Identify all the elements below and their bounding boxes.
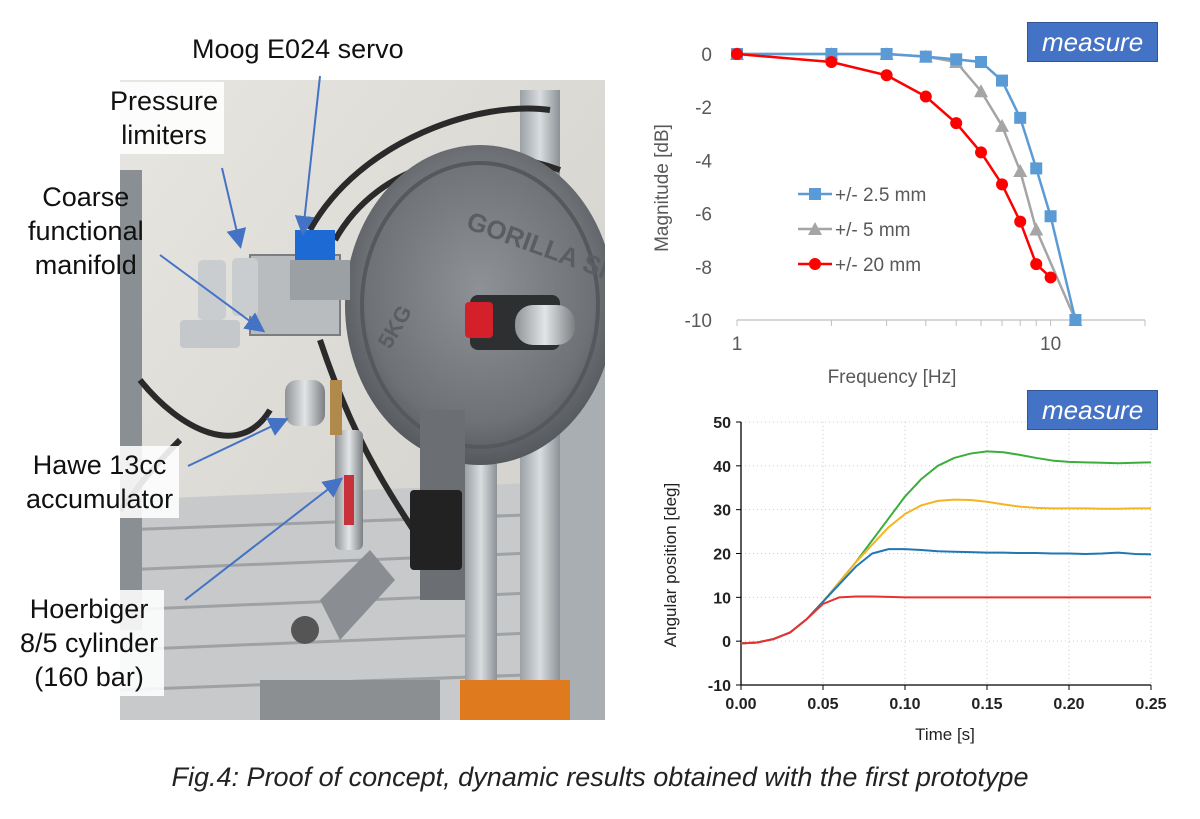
- chart1-point-triangle: [1029, 222, 1044, 236]
- chart1-point-circle: [1030, 258, 1043, 271]
- chart1-legend-marker: [809, 258, 821, 270]
- chart1-point-square: [1044, 210, 1057, 223]
- chart2-x-tick-label: 0.15: [971, 696, 1002, 713]
- chart1-point-circle: [825, 55, 838, 68]
- chart1-point-triangle: [995, 118, 1010, 132]
- chart2-series-line-0: [740, 450, 1152, 645]
- chart1-point-square: [975, 55, 988, 68]
- chart2-x-axis-label: Time [s]: [915, 725, 975, 744]
- chart1-point-circle: [950, 117, 963, 130]
- chart2-x-tick-label: 0.25: [1135, 696, 1166, 713]
- chart2-y-axis-label: Angular position [deg]: [661, 483, 680, 647]
- chart1-point-square: [1030, 162, 1043, 175]
- label-arrows: [159, 75, 344, 601]
- chart1-point-square: [950, 53, 963, 66]
- frequency-response-chart: 0 -2 -4 -6 -8 -10 1 10 +/- 2.5 mm +/- 5 mm +/- 20…: [652, 45, 1146, 388]
- chart1-x-tick-label: 10: [1040, 334, 1061, 355]
- chart1-legend-marker: [809, 188, 821, 200]
- arrow-pressure: [221, 167, 247, 249]
- chart1-legend: +/- 2.5 mm +/- 5 mm +/- 20 mm: [798, 185, 926, 276]
- chart1-point-triangle: [1013, 164, 1028, 178]
- chart2-series-line-2: [740, 548, 1152, 645]
- chart1-y-axis-label: Magnitude [dB]: [652, 124, 673, 252]
- chart2-axes: -10 0 10 20 30 40 50 0.00 0.05 0.10 0.15 0.20 0.25: [708, 415, 1167, 713]
- chart2-y-tick-label: -10: [708, 678, 731, 695]
- chart2-y-tick-label: 30: [713, 503, 731, 520]
- label-moog-servo: Moog E024 servo: [192, 34, 404, 64]
- chart1-y-tick-label: -2: [695, 98, 712, 119]
- label-hoerbiger-cylinder: Hoerbiger 8/5 cylinder (160 bar): [14, 590, 165, 696]
- chart1-x-axis-label: Frequency [Hz]: [828, 367, 957, 388]
- chart1-point-circle: [880, 69, 893, 82]
- chart2-x-tick-label: 0.05: [807, 696, 838, 713]
- chart1-point-circle: [975, 146, 988, 159]
- arrow-hoerbiger: [184, 477, 344, 601]
- label-pressure-limiters: Pressure limiters: [104, 82, 225, 154]
- chart2-x-tick-label: 0.00: [725, 696, 756, 713]
- chart1-point-square: [880, 48, 893, 60]
- chart1-grid: [736, 320, 1146, 326]
- chart1-x-tick-label: 1: [732, 334, 743, 355]
- label-coarse-manifold: Coarse functional manifold: [28, 182, 144, 280]
- chart2-x-tick-label: 0.10: [889, 696, 920, 713]
- chart1-point-circle: [1044, 271, 1057, 284]
- arrow-manifold: [159, 254, 266, 333]
- chart2-y-tick-label: 40: [713, 459, 731, 476]
- chart1-point-square: [919, 50, 932, 63]
- chart2-series-line-3: [740, 595, 1151, 645]
- chart2-y-tick-label: 50: [713, 415, 731, 432]
- chart1-y-tick-label: -6: [695, 205, 712, 226]
- chart2-measure-tag: measure: [1027, 390, 1159, 430]
- chart1-legend-label: +/- 5 mm: [835, 220, 910, 241]
- chart2-x-tick-label: 0.20: [1053, 696, 1084, 713]
- chart1-point-circle: [996, 178, 1009, 191]
- chart1-y-tick-label: -4: [695, 151, 712, 172]
- chart1-point-circle: [1014, 215, 1027, 228]
- step-response-chart: -10 0 10 20 30 40 50 0.00 0.05 0.10 0.15 0.20 0.25 T…: [661, 415, 1167, 744]
- arrow-hawe: [187, 417, 289, 467]
- chart1-series-line-circle: [736, 52, 1052, 279]
- chart1-point-triangle: [974, 84, 989, 98]
- chart1-legend-label: +/- 20 mm: [835, 255, 921, 276]
- chart1-measure-tag: measure: [1027, 22, 1159, 62]
- arrow-moog: [294, 75, 321, 236]
- chart1-series-group: [730, 47, 1083, 326]
- chart1-axes: 0 -2 -4 -6 -8 -10 1 10: [685, 45, 1145, 355]
- chart1-point-square: [996, 74, 1009, 87]
- chart1-legend-marker: [808, 222, 822, 235]
- chart1-y-tick-label: -8: [695, 258, 712, 279]
- figure-caption: Fig.4: Proof of concept, dynamic results…: [171, 762, 1029, 792]
- chart2-y-tick-label: 20: [713, 547, 731, 564]
- chart2-y-tick-label: 0: [722, 634, 731, 651]
- chart2-y-tick-label: 10: [713, 590, 731, 607]
- chart1-y-tick-label: -10: [685, 311, 712, 332]
- label-hawe-accumulator: Hawe 13cc accumulator: [20, 446, 180, 518]
- chart1-point-square: [1014, 111, 1027, 124]
- chart1-y-tick-label: 0: [701, 45, 712, 66]
- chart2-series-group: [740, 450, 1152, 645]
- chart1-point-square: [1069, 314, 1082, 326]
- chart1-point-circle: [731, 48, 743, 60]
- chart1-point-circle: [919, 90, 932, 103]
- chart1-legend-label: +/- 2.5 mm: [835, 185, 926, 206]
